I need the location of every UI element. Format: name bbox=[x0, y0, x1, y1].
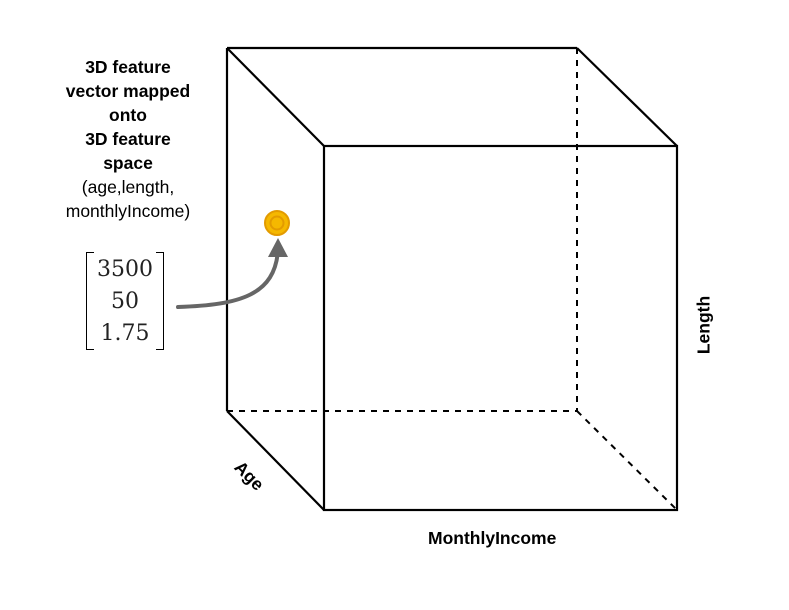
axis-label-length: Length bbox=[693, 295, 714, 355]
matrix-entries: 3500 50 1.75 bbox=[86, 254, 164, 350]
cube-hidden-edges bbox=[227, 48, 678, 511]
caption-line-5: space bbox=[103, 153, 153, 173]
caption-line-2: vector mapped bbox=[65, 81, 191, 101]
cube-edge-top-left-depth bbox=[226, 47, 325, 147]
caption-line-6: (age,length, bbox=[81, 177, 175, 197]
cube-front-face bbox=[322, 144, 679, 512]
cube-edge-top-right-depth bbox=[576, 47, 678, 147]
cube-visible-edges bbox=[225, 46, 679, 512]
caption-line-4: 3D feature bbox=[85, 129, 171, 149]
feature-point bbox=[264, 210, 290, 236]
cube-edge-bottom-depth bbox=[576, 410, 678, 511]
cube-edge-bottom-left-depth bbox=[226, 410, 325, 511]
vector-entry-1: 3500 bbox=[97, 257, 153, 282]
matrix-right-bracket bbox=[156, 252, 164, 350]
mapping-arrow bbox=[176, 248, 280, 309]
vector-entry-2: 50 bbox=[111, 289, 139, 314]
feature-vector-matrix: 3500 50 1.75 bbox=[86, 252, 164, 350]
caption-line-3: onto bbox=[109, 105, 147, 125]
matrix-left-bracket bbox=[86, 252, 94, 350]
caption-line-1: 3D feature bbox=[85, 57, 171, 77]
axis-label-monthly-income: MonthlyIncome bbox=[428, 528, 557, 548]
mapping-arrowhead bbox=[268, 238, 288, 257]
vector-entry-3: 1.75 bbox=[100, 321, 150, 346]
diagram-caption: 3D feature vector mapped onto 3D feature… bbox=[48, 55, 208, 223]
caption-line-7: monthlyIncome) bbox=[65, 201, 191, 221]
